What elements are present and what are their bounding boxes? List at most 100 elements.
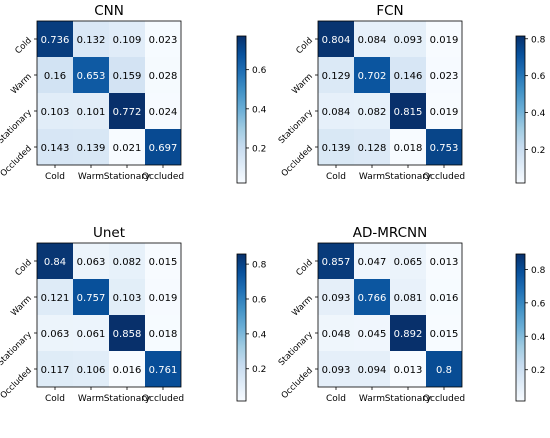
- y-tick-label: Cold: [294, 258, 314, 278]
- confusion-matrix-panel: AD-MRCNN 0.857 0.047 0.065 0.013 0.093 0.766 0.…: [277, 225, 546, 404]
- colorbar-tick-label: 0.6: [531, 72, 546, 82]
- x-tick-label: Warm: [78, 172, 104, 182]
- cell-value-label: 0.84: [44, 257, 66, 268]
- colorbar-tick-label: 0.6: [252, 295, 267, 305]
- colorbar-tick-label: 0.8: [531, 35, 546, 45]
- cell-value-label: 0.757: [77, 293, 106, 304]
- confusion-matrix-panel: FCN 0.804 0.084 0.093 0.019 0.129 0.702 0.146 0.…: [277, 3, 546, 184]
- cell-value-label: 0.766: [358, 293, 387, 304]
- y-tick-label: Occluded: [0, 144, 34, 179]
- heatmap-cell: [390, 315, 426, 351]
- cell-value-label: 0.121: [41, 293, 70, 304]
- cell-value-label: 0.016: [113, 365, 142, 376]
- cell-value-label: 0.047: [358, 257, 387, 268]
- heatmap-cell: [73, 315, 109, 351]
- y-tick-label: Stationary: [277, 108, 315, 146]
- heatmap-cell: [354, 351, 390, 387]
- heatmap-cell: [390, 129, 426, 165]
- cell-value-label: 0.16: [44, 71, 66, 82]
- heatmap-cell: [390, 279, 426, 315]
- heatmap-cell: [318, 243, 354, 279]
- x-tick-label: Occluded: [423, 394, 465, 404]
- heatmap-cell: [109, 129, 145, 165]
- heatmap-cell: [37, 21, 73, 57]
- x-tick-label: Cold: [45, 172, 65, 182]
- cell-value-label: 0.139: [322, 143, 351, 154]
- colorbar-tick-label: 0.4: [252, 330, 267, 340]
- cell-value-label: 0.129: [322, 71, 351, 82]
- y-tick-label: Occluded: [280, 366, 315, 401]
- x-tick-label: Cold: [45, 394, 65, 404]
- cell-value-label: 0.065: [394, 257, 423, 268]
- heatmap-cell: [73, 351, 109, 387]
- colorbar-tick-label: 0.2: [531, 366, 545, 376]
- y-tick-label: Warm: [290, 294, 315, 319]
- y-tick-label: Occluded: [0, 366, 34, 401]
- axes-frame: [317, 20, 463, 166]
- panel-title: FCN: [376, 3, 403, 19]
- colorbar: [236, 35, 247, 184]
- cell-value-label: 0.8: [436, 365, 452, 376]
- cell-value-label: 0.063: [77, 257, 106, 268]
- cell-value-label: 0.015: [149, 257, 178, 268]
- cell-value-label: 0.023: [149, 35, 178, 46]
- heatmap-cell: [354, 243, 390, 279]
- cell-value-label: 0.858: [113, 329, 142, 340]
- cell-value-label: 0.697: [149, 143, 178, 154]
- heatmap-cell: [109, 57, 145, 93]
- axes-frame: [317, 242, 463, 388]
- cell-value-label: 0.761: [149, 365, 178, 376]
- heatmap-cell: [426, 315, 462, 351]
- x-tick-label: Warm: [359, 172, 385, 182]
- heatmap-cell: [426, 93, 462, 129]
- cell-value-label: 0.063: [41, 329, 70, 340]
- heatmap-cell: [145, 243, 181, 279]
- heatmap-cell: [109, 315, 145, 351]
- cell-value-label: 0.804: [322, 35, 351, 46]
- heatmap-cell: [109, 243, 145, 279]
- cell-value-label: 0.117: [41, 365, 70, 376]
- heatmap-cell: [145, 21, 181, 57]
- heatmap-cell: [37, 243, 73, 279]
- confusion-matrix-panel: Unet 0.84 0.063 0.082 0.015 0.121 0.757 0.103 0.…: [0, 225, 267, 404]
- heatmap-cell: [145, 315, 181, 351]
- x-tick-label: Stationary: [385, 172, 432, 182]
- colorbar-tick-label: 0.6: [531, 299, 546, 309]
- cell-value-label: 0.128: [358, 143, 387, 154]
- cell-value-label: 0.081: [394, 293, 423, 304]
- cell-value-label: 0.015: [430, 329, 459, 340]
- axes-frame: [36, 242, 182, 388]
- y-tick-label: Warm: [9, 294, 34, 319]
- colorbar-tick-label: 0.8: [531, 266, 546, 276]
- heatmap-cell: [145, 57, 181, 93]
- heatmap-cell: [426, 21, 462, 57]
- heatmap-cell: [426, 243, 462, 279]
- cell-value-label: 0.702: [358, 71, 387, 82]
- heatmap-cell: [426, 279, 462, 315]
- cell-value-label: 0.024: [149, 107, 178, 118]
- x-tick-label: Occluded: [142, 394, 184, 404]
- cell-value-label: 0.736: [41, 35, 70, 46]
- cell-value-label: 0.018: [149, 329, 178, 340]
- y-tick-label: Cold: [13, 36, 33, 56]
- colorbar-tick-label: 0.6: [252, 66, 267, 76]
- heatmap-cell: [73, 129, 109, 165]
- heatmap-cell: [354, 315, 390, 351]
- heatmap-cell: [390, 57, 426, 93]
- panel-title: Unet: [93, 225, 125, 241]
- cell-value-label: 0.093: [394, 35, 423, 46]
- colorbar: [515, 35, 526, 184]
- cell-value-label: 0.019: [430, 35, 459, 46]
- heatmap-cell: [426, 57, 462, 93]
- cell-value-label: 0.101: [77, 107, 106, 118]
- cell-value-label: 0.023: [430, 71, 459, 82]
- heatmap-cell: [318, 93, 354, 129]
- heatmap-cell: [109, 93, 145, 129]
- heatmap-cell: [318, 129, 354, 165]
- cell-value-label: 0.106: [77, 365, 106, 376]
- heatmap-cell: [390, 21, 426, 57]
- cell-value-label: 0.028: [149, 71, 178, 82]
- cell-value-label: 0.048: [322, 329, 351, 340]
